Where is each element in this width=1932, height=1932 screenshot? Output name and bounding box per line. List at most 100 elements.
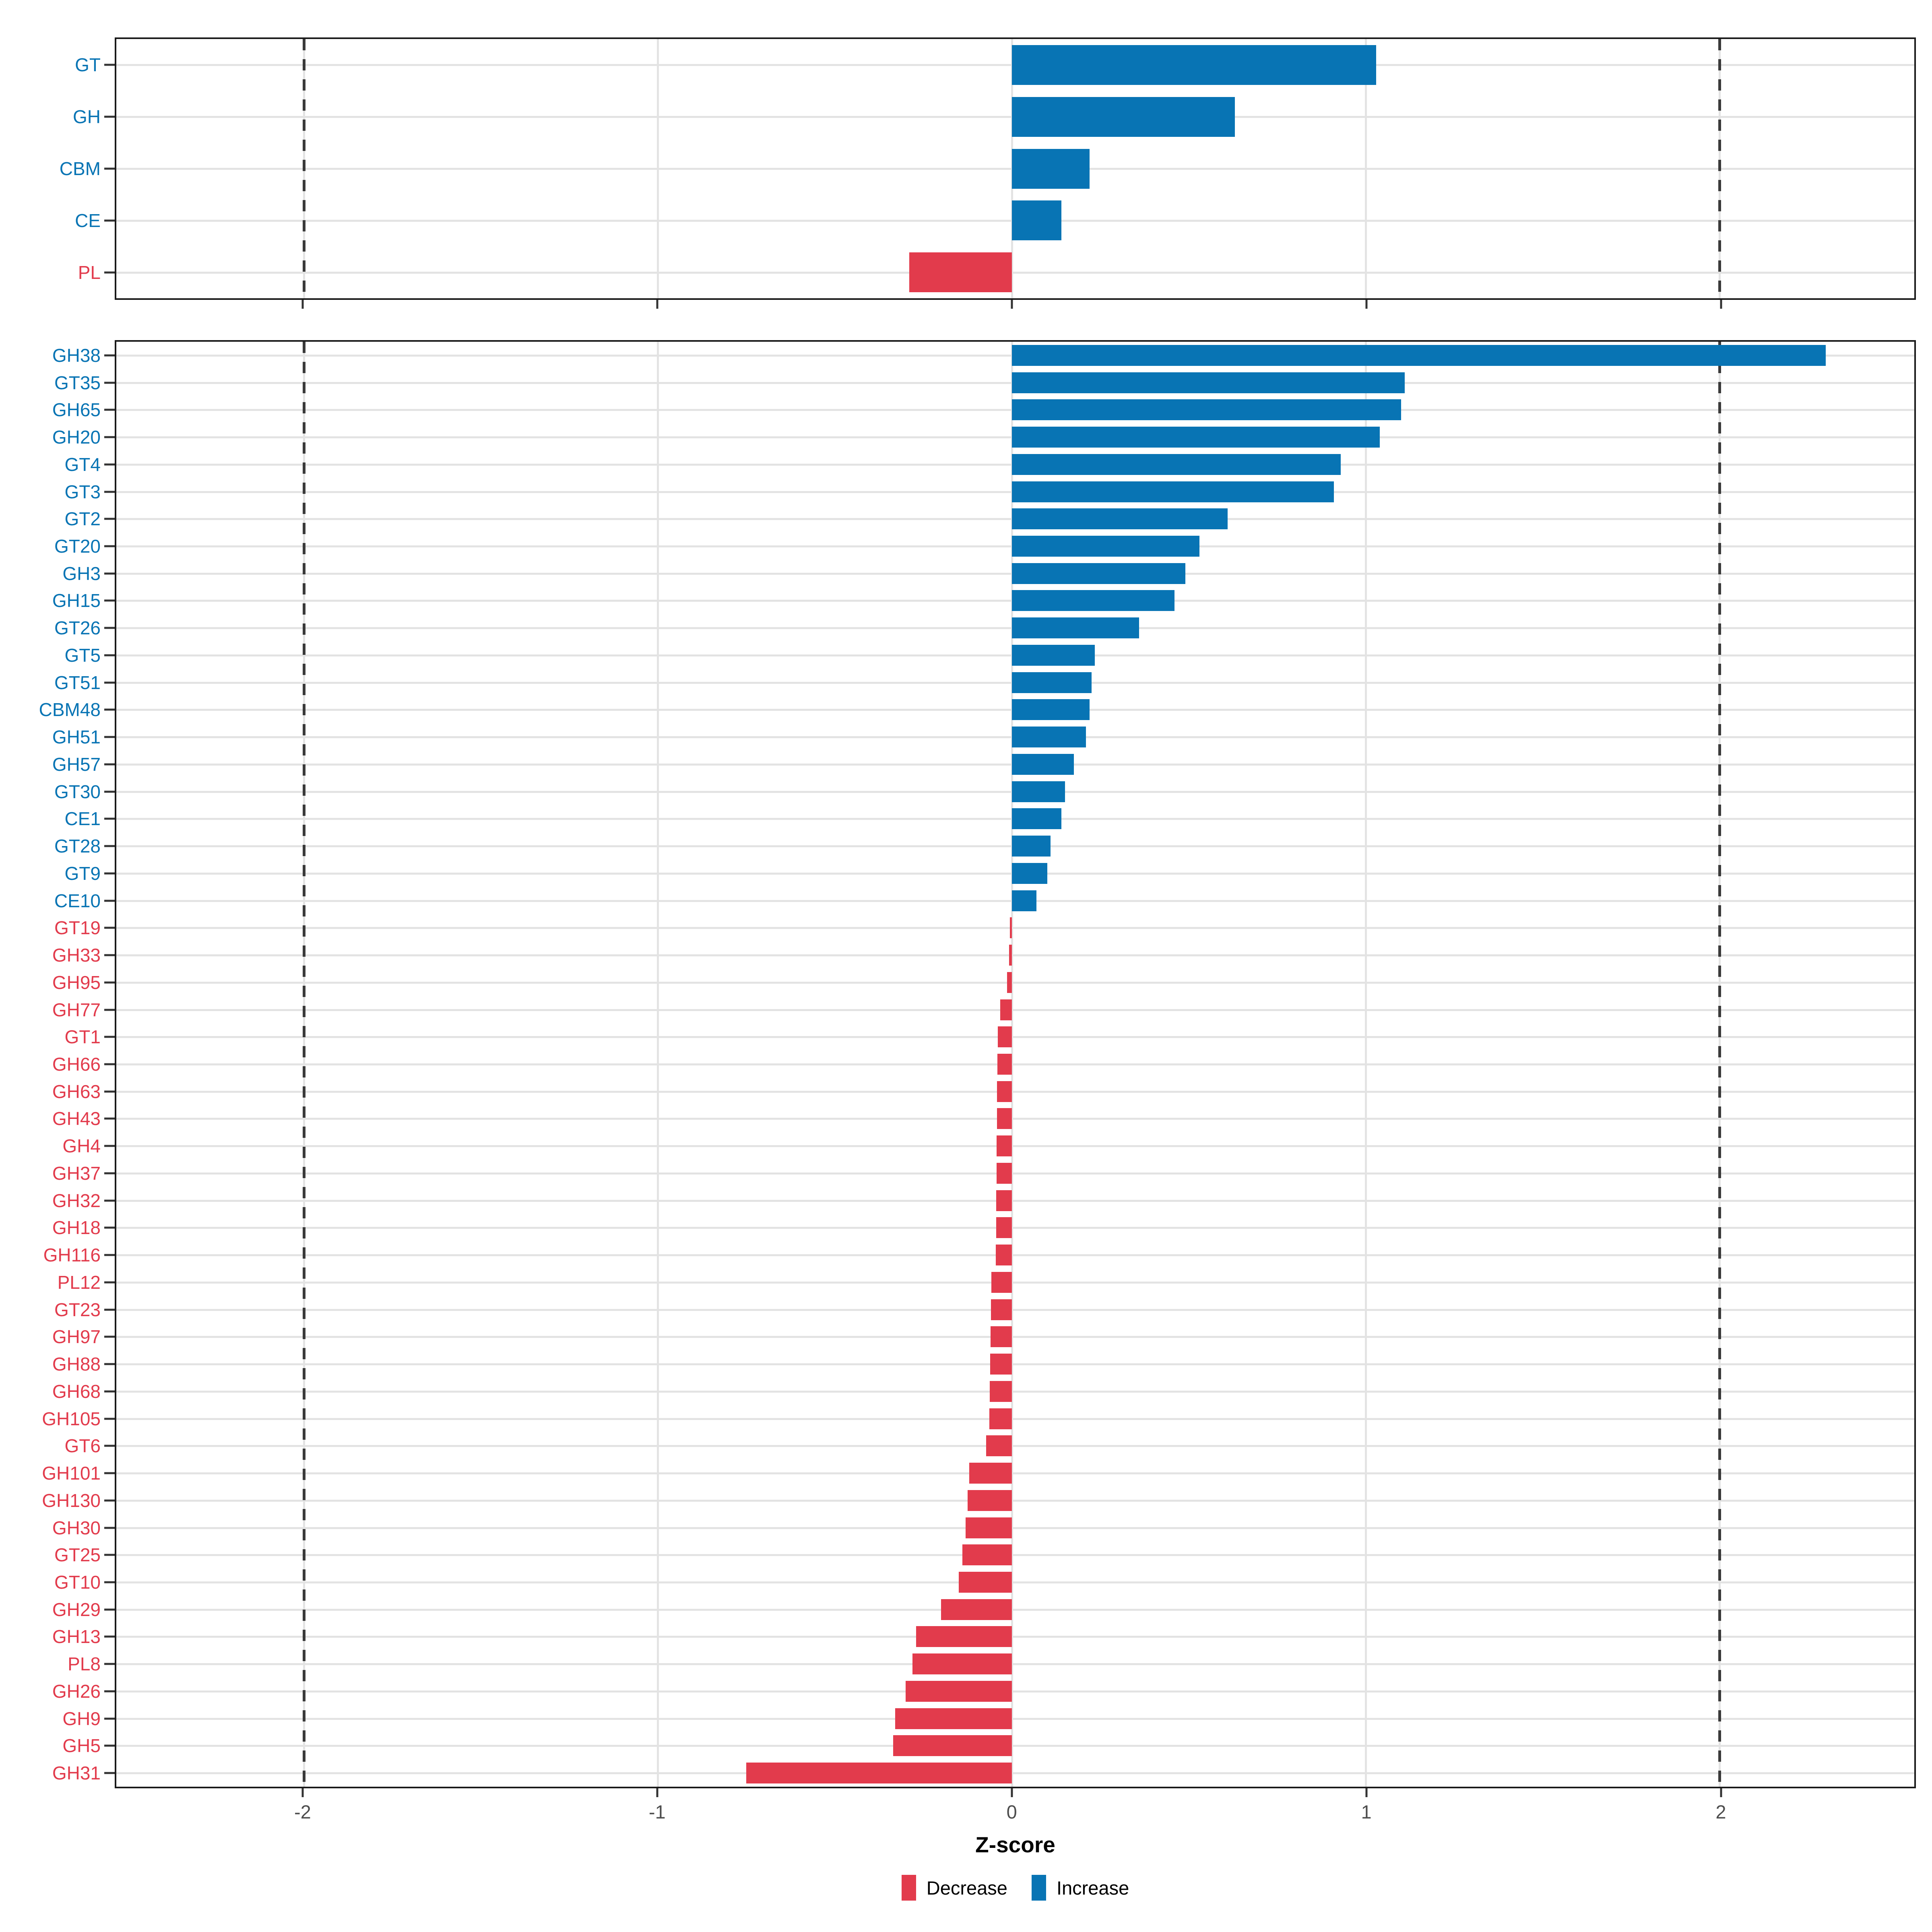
y-tick-mark: [104, 1363, 115, 1365]
bar-GH57: [1011, 753, 1074, 775]
bar-GT28: [1011, 836, 1051, 857]
category-label-GH116: GH116: [43, 1245, 101, 1266]
category-label-GH77: GH77: [52, 999, 101, 1020]
category-label-GH38: GH38: [52, 345, 101, 366]
bar-CE1: [1011, 808, 1061, 830]
y-tick-mark: [104, 927, 115, 929]
y-tick-mark: [104, 1527, 115, 1529]
legend-item-increase: Increase: [1031, 1875, 1129, 1901]
cazyme-classes-ytick-marks: [104, 39, 115, 298]
y-tick-mark: [104, 1009, 115, 1011]
bar-CBM: [1011, 149, 1090, 189]
x-tick-mark: [1365, 300, 1368, 309]
legend-item-decrease: Decrease: [901, 1875, 1007, 1901]
category-label-GH32: GH32: [52, 1190, 101, 1211]
cazyme-families-xtick-marks: [115, 1788, 1916, 1797]
category-label-GH33: GH33: [52, 945, 101, 966]
y-tick-mark: [104, 599, 115, 602]
category-label-GH105: GH105: [42, 1408, 101, 1429]
category-label-GH57: GH57: [52, 753, 101, 775]
category-label-GH3: GH3: [62, 563, 101, 584]
bar-GH95: [1007, 972, 1012, 993]
category-label-GH9: GH9: [62, 1708, 101, 1729]
y-tick-mark: [104, 763, 115, 766]
y-tick-mark: [104, 382, 115, 384]
horizontal-gridline: [116, 1663, 1914, 1666]
category-label-CE1: CE1: [64, 808, 101, 830]
category-label-GH20: GH20: [52, 427, 101, 448]
category-label-CE: CE: [75, 210, 101, 231]
cazyme-family-panel: [115, 340, 1916, 1788]
category-label-GT30: GT30: [54, 781, 101, 802]
category-label-GT28: GT28: [54, 836, 101, 857]
x-axis-tick-labels: -2 -1 0 1 2: [115, 1802, 1916, 1827]
y-tick-mark: [104, 271, 115, 274]
y-tick-mark: [104, 1254, 115, 1256]
bar-GH31: [746, 1763, 1012, 1784]
x-tick-mark: [301, 300, 304, 309]
y-tick-mark: [104, 64, 115, 66]
y-tick-mark: [104, 1281, 115, 1284]
y-tick-mark: [104, 1117, 115, 1120]
category-label-GH13: GH13: [52, 1626, 101, 1647]
y-tick-mark: [104, 1608, 115, 1611]
category-label-CE10: CE10: [54, 890, 101, 911]
y-tick-mark: [104, 1445, 115, 1447]
category-label-GT5: GT5: [64, 644, 101, 666]
category-label-GH5: GH5: [62, 1735, 101, 1757]
bar-GH38: [1011, 345, 1826, 366]
y-tick-mark: [104, 1717, 115, 1720]
x-tick-mark: [1720, 300, 1722, 309]
horizontal-gridline: [116, 1281, 1914, 1284]
y-tick-mark: [104, 1418, 115, 1420]
category-label-GH88: GH88: [52, 1354, 101, 1375]
horizontal-gridline: [116, 1527, 1914, 1529]
category-label-GT26: GT26: [54, 617, 101, 639]
horizontal-gridline: [116, 1745, 1914, 1747]
y-tick-mark: [104, 1635, 115, 1638]
category-label-GH37: GH37: [52, 1162, 101, 1184]
category-label-GH97: GH97: [52, 1326, 101, 1348]
category-label-GT23: GT23: [54, 1299, 101, 1320]
horizontal-gridline: [116, 1636, 1914, 1638]
y-tick-mark: [104, 1090, 115, 1093]
category-label-GH: GH: [73, 106, 101, 128]
y-tick-mark: [104, 545, 115, 547]
bar-GT1: [997, 1026, 1012, 1048]
bar-CE10: [1011, 890, 1037, 911]
category-label-GH43: GH43: [52, 1108, 101, 1129]
x-tick-mark: [656, 300, 658, 309]
y-tick-mark: [104, 981, 115, 984]
bar-GH15: [1011, 590, 1175, 611]
bar-GH37: [996, 1162, 1012, 1184]
bar-GT25: [962, 1544, 1012, 1566]
bar-GH97: [990, 1326, 1012, 1348]
y-tick-mark: [104, 1472, 115, 1474]
x-tick-label--2: -2: [294, 1801, 311, 1823]
bar-GH33: [1009, 945, 1012, 966]
category-label-PL12: PL12: [57, 1271, 101, 1293]
bar-GT23: [991, 1299, 1012, 1320]
horizontal-gridline: [116, 1717, 1914, 1720]
bar-GH30: [966, 1517, 1012, 1538]
bar-GT20: [1011, 536, 1199, 557]
category-label-GH66: GH66: [52, 1054, 101, 1075]
bar-GH3: [1011, 563, 1185, 584]
horizontal-gridline: [116, 1118, 1914, 1120]
horizontal-gridline: [116, 1227, 1914, 1229]
horizontal-gridline: [116, 1390, 1914, 1393]
horizontal-gridline: [116, 1172, 1914, 1174]
bar-GT: [1011, 45, 1377, 85]
bar-GT35: [1011, 372, 1405, 393]
bar-GH18: [996, 1217, 1012, 1238]
category-label-GT20: GT20: [54, 536, 101, 557]
horizontal-gridline: [116, 1090, 1914, 1093]
y-tick-mark: [104, 572, 115, 575]
bar-PL12: [991, 1271, 1012, 1293]
x-tick-mark: [1011, 1788, 1013, 1797]
bar-GT51: [1011, 672, 1092, 693]
horizontal-gridline: [116, 1309, 1914, 1311]
x-tick-mark: [656, 1788, 658, 1797]
y-tick-mark: [104, 791, 115, 793]
category-label-GT35: GT35: [54, 372, 101, 393]
